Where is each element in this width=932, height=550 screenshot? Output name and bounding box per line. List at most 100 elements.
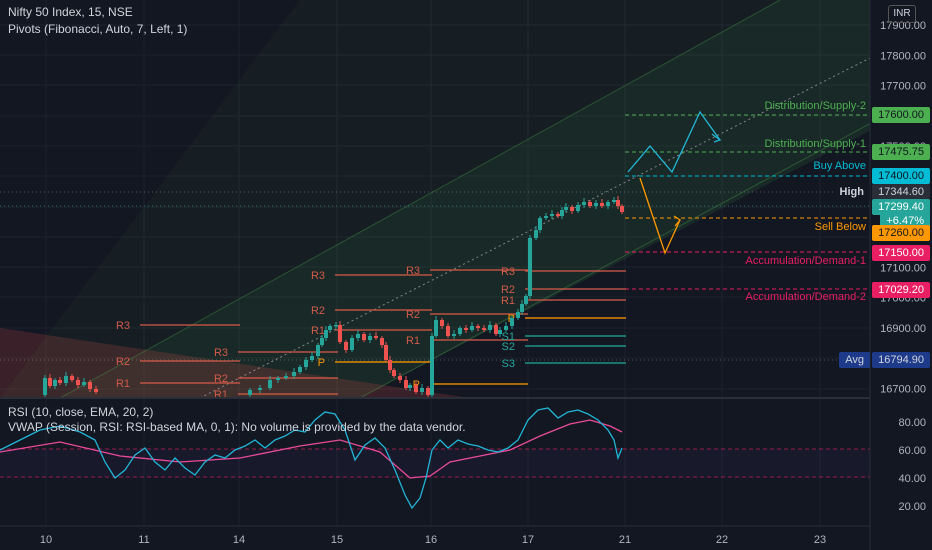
arrow-icon bbox=[711, 133, 722, 143]
price-tag-sell: 17260.00 bbox=[872, 225, 930, 241]
currency-badge[interactable]: INR bbox=[888, 5, 916, 23]
candle-body bbox=[374, 336, 378, 338]
price-axis-label: 17100.00 bbox=[880, 262, 926, 274]
price-axis-label: 17900.00 bbox=[880, 20, 926, 32]
candle-body bbox=[582, 202, 586, 205]
candle-body bbox=[464, 328, 468, 330]
candle-body bbox=[276, 378, 280, 380]
price-tag-acc2: 17029.20 bbox=[872, 282, 930, 298]
pivot-label: R3 bbox=[406, 265, 420, 277]
candle-body bbox=[600, 203, 604, 206]
rsi-line bbox=[0, 407, 623, 510]
price-tag-acc1: 17150.00 bbox=[872, 245, 930, 261]
time-axis-label: 23 bbox=[814, 534, 826, 546]
candle-body bbox=[458, 328, 462, 334]
candle-body bbox=[368, 336, 372, 340]
candle-body bbox=[620, 206, 624, 212]
rsi-axis-label: 60.00 bbox=[898, 445, 926, 457]
candle-body bbox=[404, 380, 408, 388]
candle-body bbox=[70, 376, 74, 380]
time-axis-label: 10 bbox=[40, 534, 52, 546]
pivot-label: R3 bbox=[214, 347, 228, 359]
candle-body bbox=[434, 320, 438, 336]
candle-body bbox=[88, 382, 92, 389]
candle-body bbox=[334, 325, 338, 327]
candle-body bbox=[298, 367, 302, 372]
pivot-label: R2 bbox=[214, 373, 228, 385]
pivot-label: R2 bbox=[116, 356, 130, 368]
candle-body bbox=[258, 388, 262, 390]
regression-channel bbox=[0, 0, 870, 398]
candle-body bbox=[64, 376, 68, 383]
candle-body bbox=[616, 200, 620, 206]
zone-label-acc1: Accumulation/Demand-1 bbox=[746, 255, 866, 267]
candle-body bbox=[538, 218, 542, 230]
candle-body bbox=[420, 388, 424, 392]
candle-body bbox=[576, 205, 580, 211]
price-tag-buy: 17400.00 bbox=[872, 168, 930, 184]
rsi-ma-line bbox=[0, 419, 623, 479]
time-axis-label: 16 bbox=[425, 534, 437, 546]
time-axis[interactable] bbox=[0, 526, 870, 550]
time-axis-label: 15 bbox=[331, 534, 343, 546]
zone-label-sell: Sell Below bbox=[815, 221, 866, 233]
rsi-legend[interactable]: RSI (10, close, EMA, 20, 2) bbox=[8, 405, 154, 419]
candle-body bbox=[398, 376, 402, 380]
price-axis-label: 16700.00 bbox=[880, 384, 926, 396]
candle-body bbox=[476, 326, 480, 328]
pivot-label: R3 bbox=[116, 320, 130, 332]
candle-body bbox=[248, 390, 252, 395]
vwap-legend[interactable]: VWAP (Session, RSI: RSI-based MA, 0, 1):… bbox=[8, 420, 466, 434]
candle-body bbox=[612, 200, 616, 202]
pivot-label: S2 bbox=[502, 341, 515, 353]
time-axis-label: 11 bbox=[138, 534, 149, 546]
candle-body bbox=[388, 360, 392, 370]
price-tag-avg: 16794.90 bbox=[872, 352, 930, 368]
candle-body bbox=[76, 380, 80, 385]
price-tag-last: 17299.40 bbox=[872, 199, 930, 215]
candle-body bbox=[82, 382, 86, 385]
zone-label-buy: Buy Above bbox=[813, 160, 866, 172]
candle-body bbox=[534, 230, 538, 238]
zone-label-dist2: Distribution/Supply-2 bbox=[765, 100, 867, 112]
candle-body bbox=[544, 216, 548, 218]
candle-body bbox=[426, 388, 430, 395]
candle-body bbox=[304, 360, 308, 367]
candle-body bbox=[362, 334, 366, 340]
candle-body bbox=[570, 207, 574, 211]
pivots-legend[interactable]: Pivots (Fibonacci, Auto, 7, Left, 1) bbox=[8, 22, 188, 36]
candle-body bbox=[594, 203, 598, 206]
candle-body bbox=[284, 376, 288, 378]
pivot-label: R3 bbox=[501, 266, 515, 278]
price-axis[interactable] bbox=[870, 0, 932, 550]
candle-body bbox=[414, 385, 418, 392]
candle-body bbox=[356, 334, 360, 338]
pivot-label: R3 bbox=[311, 270, 325, 282]
candle-body bbox=[350, 338, 354, 350]
candle-body bbox=[408, 385, 412, 388]
candle-body bbox=[94, 389, 98, 392]
candle-body bbox=[392, 370, 396, 376]
candle-body bbox=[344, 342, 348, 350]
candle-body bbox=[324, 330, 328, 338]
pivot-label: R2 bbox=[501, 284, 515, 296]
candle-body bbox=[556, 214, 560, 216]
time-axis-label: 22 bbox=[716, 534, 728, 546]
arrow-icon bbox=[673, 215, 681, 227]
candle-body bbox=[494, 325, 498, 334]
candle-body bbox=[440, 320, 444, 326]
candle-body bbox=[338, 325, 342, 342]
time-axis-label: 14 bbox=[233, 534, 245, 546]
symbol-legend[interactable]: Nifty 50 Index, 15, NSE bbox=[8, 5, 133, 19]
candlestick-series bbox=[43, 196, 624, 398]
candle-body bbox=[470, 326, 474, 330]
candle-body bbox=[482, 328, 486, 330]
candle-body bbox=[316, 345, 320, 356]
candle-body bbox=[446, 326, 450, 336]
candle-body bbox=[53, 380, 57, 386]
bullish-projection bbox=[627, 110, 721, 174]
price-tag-high: 17344.60 bbox=[872, 184, 930, 200]
high-label: High bbox=[833, 184, 870, 200]
candle-body bbox=[268, 380, 272, 388]
